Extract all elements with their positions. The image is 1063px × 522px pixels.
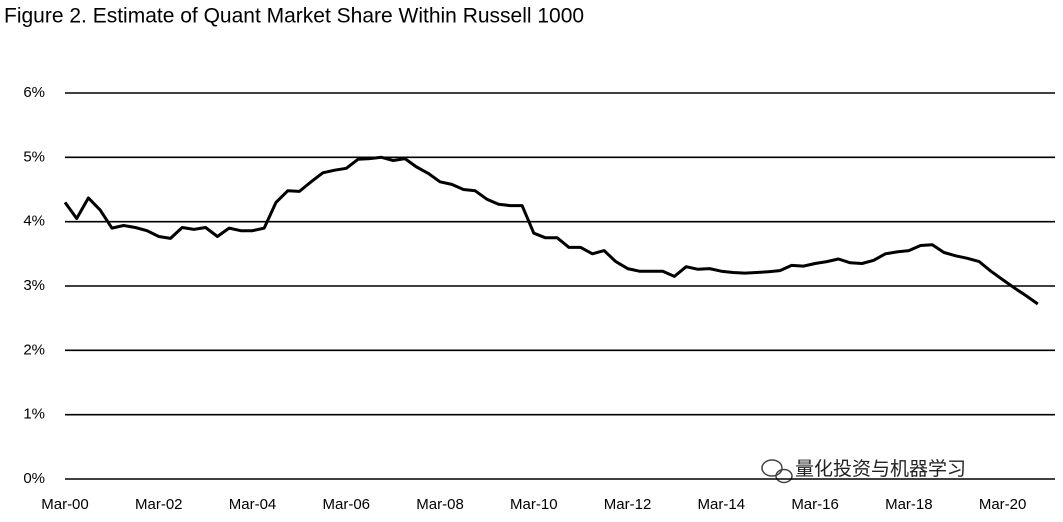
watermark-icon [761, 459, 793, 484]
x-tick-label: Mar-02 [135, 496, 183, 513]
chart-title: Figure 2. Estimate of Quant Market Share… [4, 5, 584, 28]
y-tick-label: 6% [23, 84, 45, 101]
y-tick-label: 2% [23, 341, 45, 358]
x-tick-label: Mar-14 [698, 496, 746, 513]
y-tick-label: 3% [23, 277, 45, 294]
y-tick-label: 1% [23, 406, 45, 423]
watermark: 量化投资与机器学习 [795, 458, 966, 480]
x-tick-label: Mar-16 [791, 496, 839, 513]
x-tick-label: Mar-06 [323, 496, 371, 513]
x-tick-label: Mar-12 [604, 496, 652, 513]
y-tick-label: 0% [23, 470, 45, 487]
x-tick-label: Mar-18 [885, 496, 933, 513]
x-tick-label: Mar-10 [510, 496, 558, 513]
y-tick-label: 4% [23, 213, 45, 230]
x-tick-label: Mar-00 [41, 496, 89, 513]
x-tick-label: Mar-04 [229, 496, 277, 513]
x-tick-label: Mar-08 [416, 496, 464, 513]
data-line [63, 155, 1039, 306]
y-tick-label: 5% [23, 148, 45, 165]
x-tick-label: Mar-20 [979, 496, 1027, 513]
